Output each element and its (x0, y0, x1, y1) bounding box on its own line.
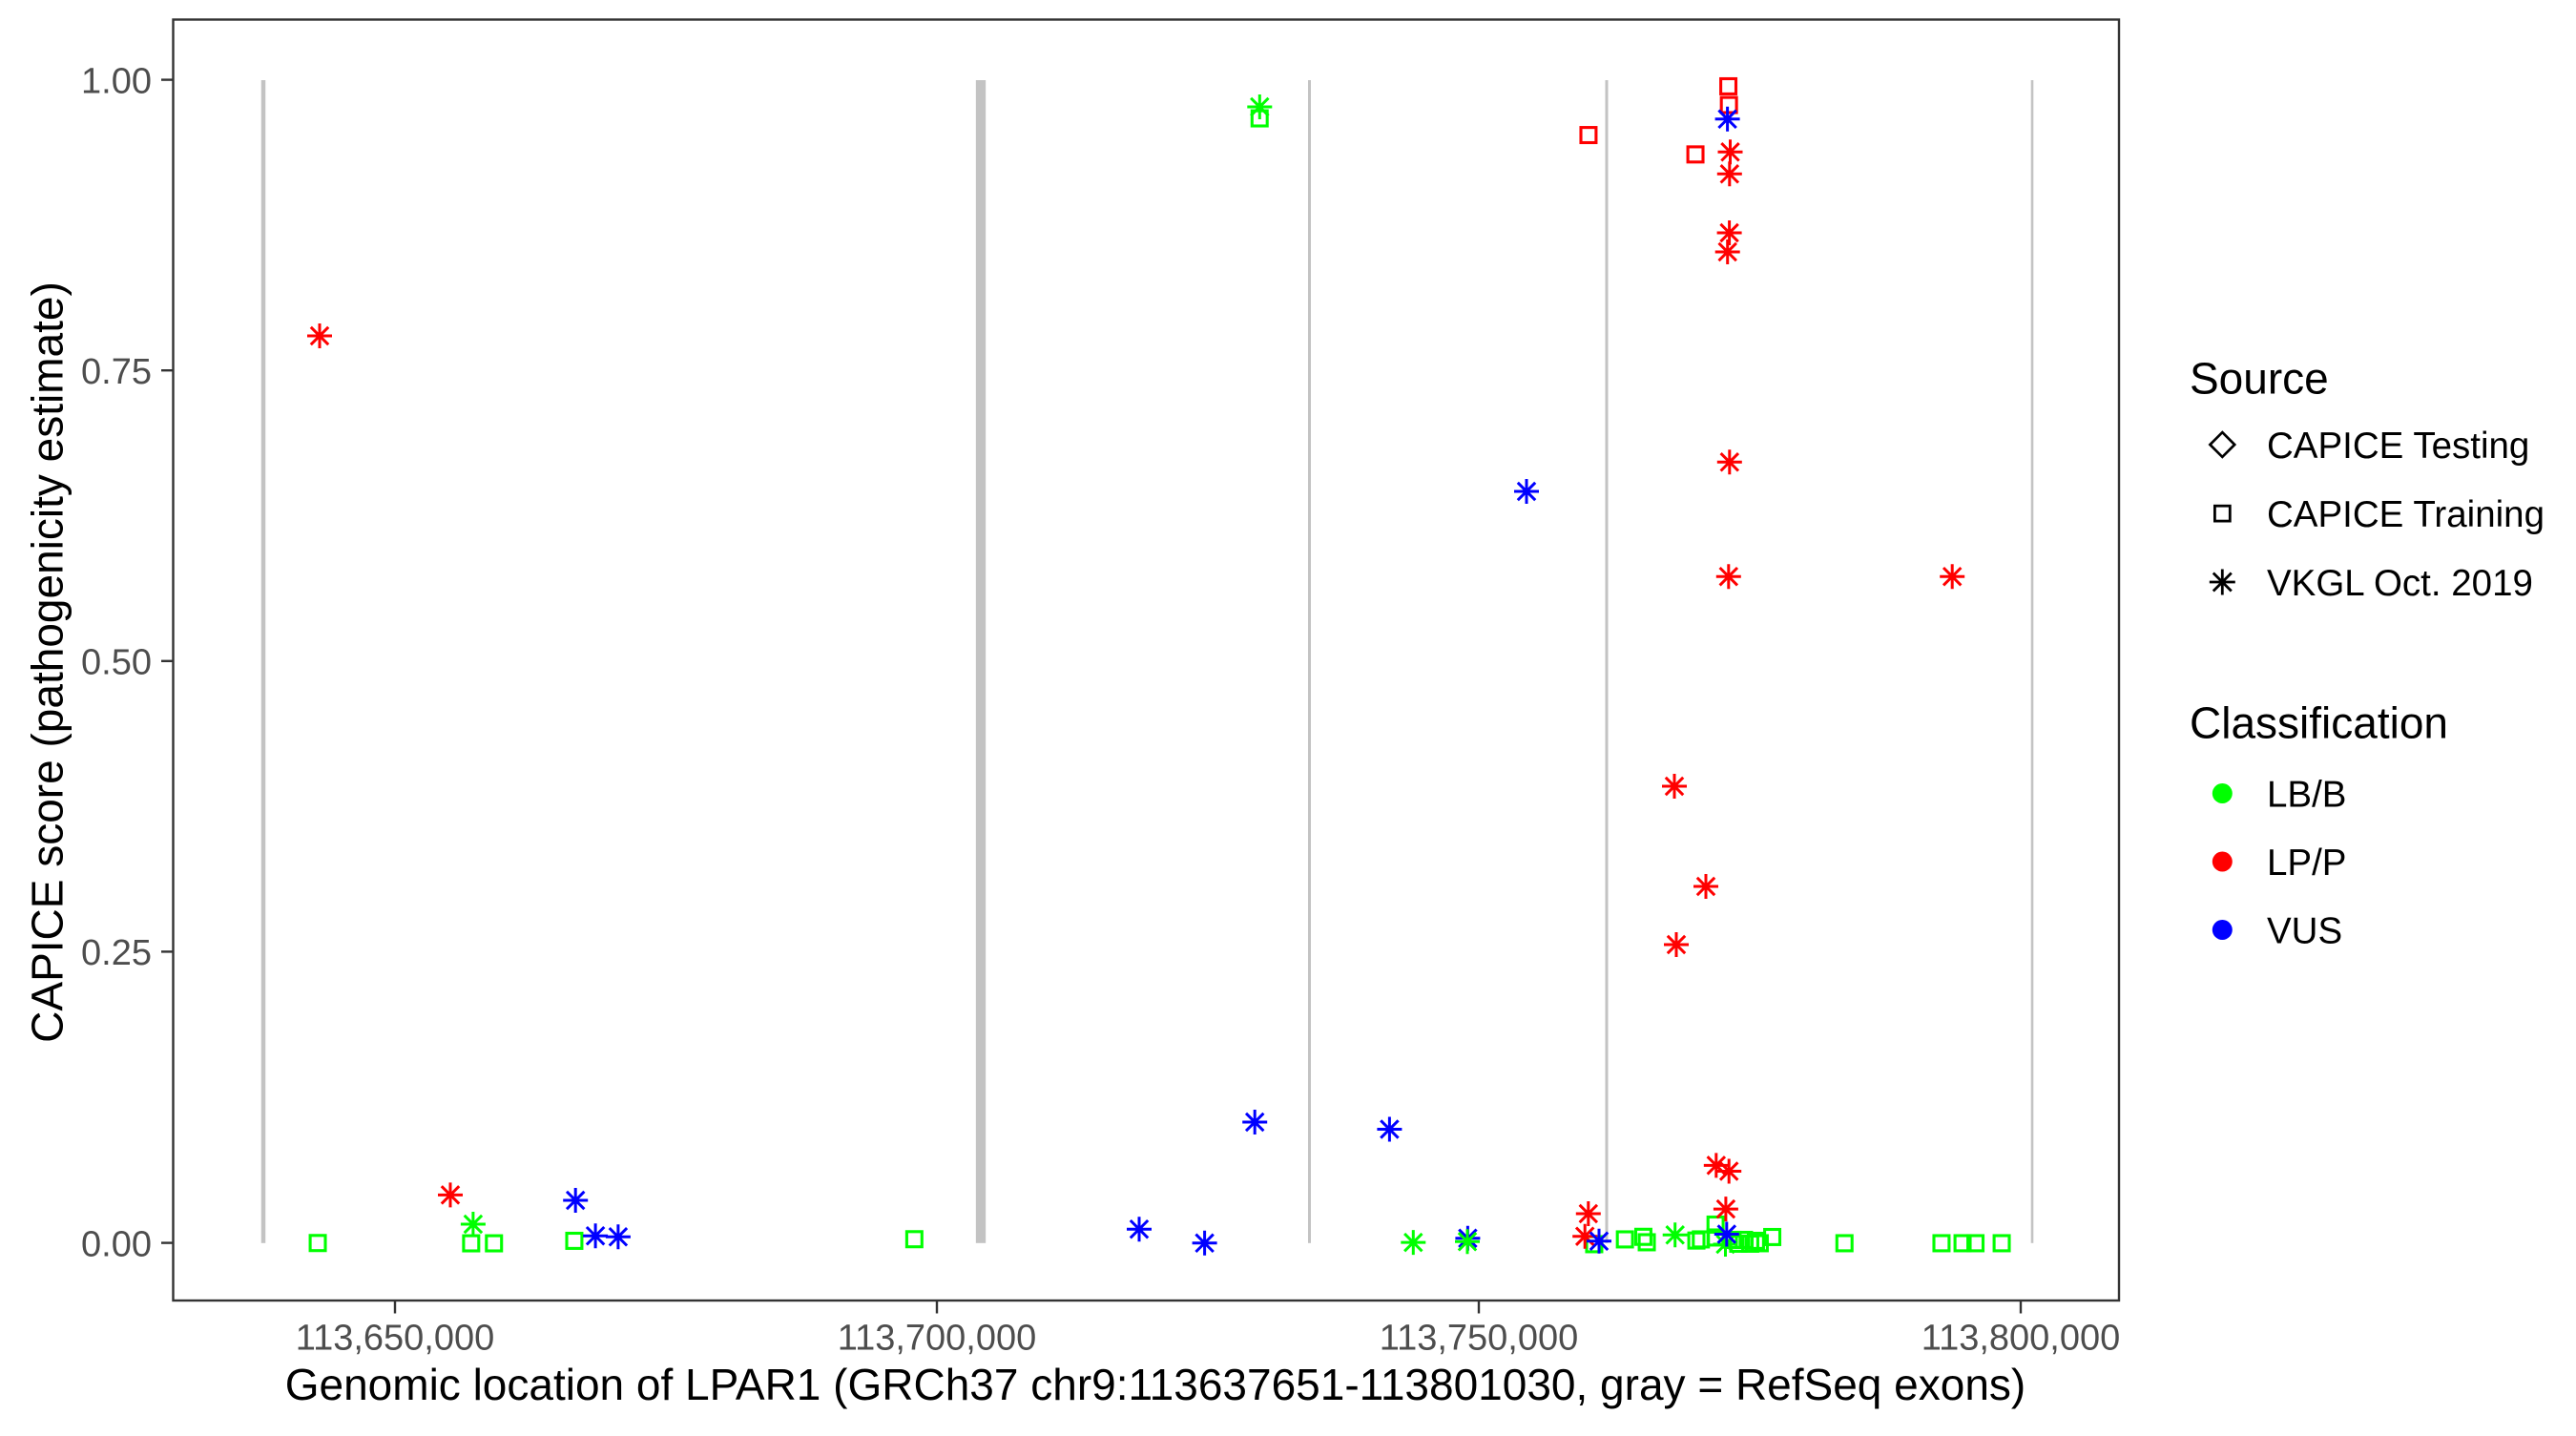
svg-text:LB/B: LB/B (2267, 775, 2346, 816)
svg-text:0.00: 0.00 (81, 1224, 152, 1264)
svg-text:VUS: VUS (2267, 911, 2342, 952)
svg-text:1.00: 1.00 (81, 61, 152, 101)
svg-text:CAPICE Testing: CAPICE Testing (2267, 426, 2529, 467)
svg-text:0.75: 0.75 (81, 352, 152, 392)
svg-text:Classification: Classification (2190, 698, 2448, 748)
svg-text:LP/P: LP/P (2267, 843, 2346, 884)
svg-text:VKGL Oct. 2019: VKGL Oct. 2019 (2267, 563, 2533, 604)
svg-text:113,700,000: 113,700,000 (838, 1319, 1037, 1359)
svg-text:0.50: 0.50 (81, 643, 152, 683)
svg-text:CAPICE score (pathogenicity es: CAPICE score (pathogenicity estimate) (23, 281, 73, 1043)
svg-text:0.25: 0.25 (81, 933, 152, 973)
svg-text:CAPICE Training: CAPICE Training (2267, 494, 2545, 535)
svg-text:113,750,000: 113,750,000 (1380, 1319, 1579, 1359)
svg-text:Genomic location of LPAR1 (GRC: Genomic location of LPAR1 (GRCh37 chr9:1… (285, 1360, 2026, 1409)
svg-text:113,800,000: 113,800,000 (1922, 1319, 2121, 1359)
svg-text:113,650,000: 113,650,000 (296, 1319, 495, 1359)
svg-text:Source: Source (2190, 354, 2329, 404)
